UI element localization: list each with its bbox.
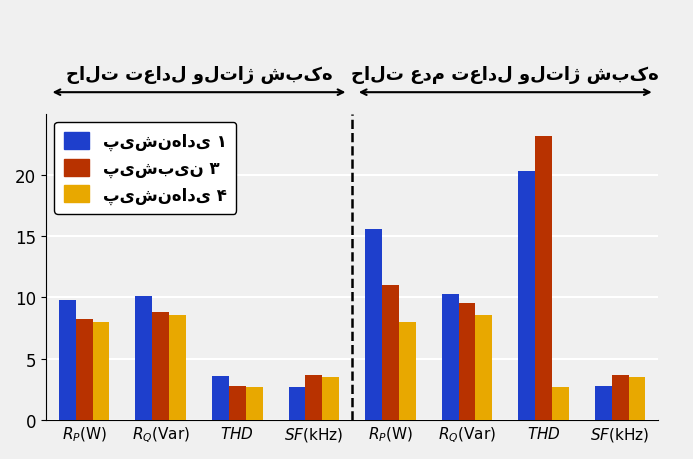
Bar: [535, 136, 552, 420]
Bar: [459, 304, 475, 420]
Bar: [59, 300, 76, 420]
Bar: [246, 387, 263, 420]
Bar: [382, 285, 399, 420]
Bar: [441, 294, 459, 420]
Bar: [629, 377, 645, 420]
Text: حالت تعادل ولتاژ شبکه: حالت تعادل ولتاژ شبکه: [66, 66, 333, 84]
Legend: پیشنهادی ۱, پیش‌بین ۳, پیشنهادی ۴: پیشنهادی ۱, پیش‌بین ۳, پیشنهادی ۴: [54, 123, 236, 214]
Bar: [399, 322, 416, 420]
Bar: [212, 376, 229, 420]
Bar: [475, 315, 492, 420]
Bar: [552, 387, 569, 420]
Bar: [169, 315, 186, 420]
Bar: [229, 386, 246, 420]
Bar: [76, 320, 93, 420]
Bar: [306, 375, 322, 420]
Bar: [322, 377, 339, 420]
Bar: [288, 387, 306, 420]
Bar: [93, 322, 109, 420]
Text: حالت عدم تعادل ولتاژ شبکه: حالت عدم تعادل ولتاژ شبکه: [351, 66, 659, 84]
Bar: [595, 386, 612, 420]
Bar: [612, 375, 629, 420]
Bar: [518, 172, 535, 420]
Bar: [152, 313, 169, 420]
Bar: [135, 297, 152, 420]
Bar: [365, 229, 382, 420]
